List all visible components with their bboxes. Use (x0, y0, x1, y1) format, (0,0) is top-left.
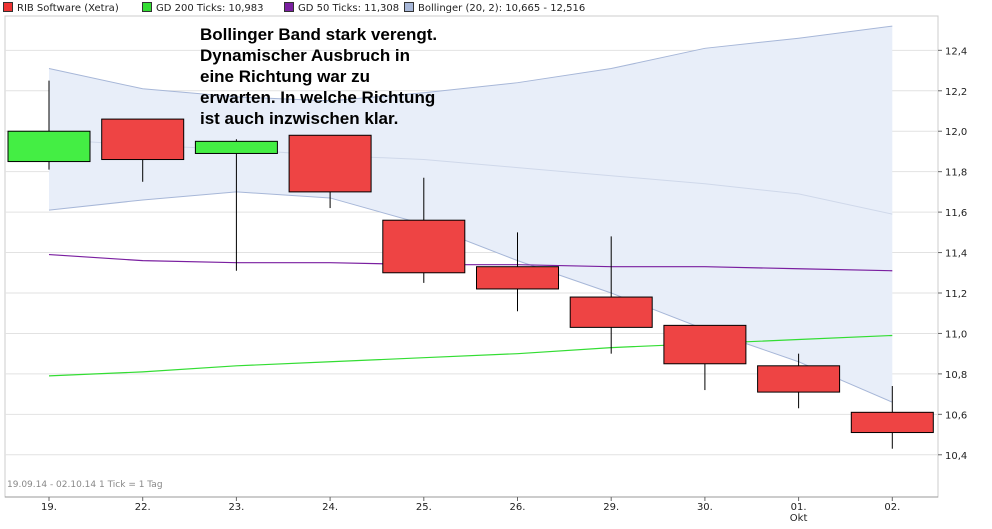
legend-swatch-bollinger (404, 2, 414, 12)
y-tick-label: 11,8 (945, 168, 967, 179)
candle-body (7, 130, 91, 163)
x-tick-label: 26. (510, 502, 526, 513)
y-tick-label: 10,8 (945, 370, 967, 381)
y-axis: 10,4 10,6 10,8 11,0 11,2 11,4 11,6 11,8 12,0 12,2… (938, 46, 967, 462)
annotation-line: ist auch inzwischen klar. (200, 109, 399, 128)
legend-label-price: RIB Software (Xetra) (17, 3, 119, 14)
candle-body (288, 134, 372, 193)
bollinger-middle-line (48, 138, 893, 215)
y-tick-label: 10,6 (945, 410, 967, 421)
candle-body (663, 324, 747, 365)
x-tick-label: 02. (884, 502, 900, 513)
annotation-line: eine Richtung war zu (200, 67, 371, 86)
bollinger-fill (49, 26, 893, 403)
legend-swatch-price (3, 2, 13, 12)
y-tick-label: 11,2 (945, 289, 967, 300)
date-range-footer: 19.09.14 - 02.10.14 1 Tick = 1 Tag (7, 480, 163, 490)
moving-averages (48, 25, 893, 403)
legend-label-bollinger: Bollinger (20, 2): 10,665 - 12,516 (418, 3, 586, 14)
legend-item-price: RIB Software (Xetra) (3, 2, 119, 14)
candle-body (194, 140, 278, 154)
legend-label-gd50: GD 50 Ticks: 11,308 (298, 3, 400, 14)
annotation-line: Dynamischer Ausbruch in (200, 46, 411, 65)
y-tick-label: 10,4 (945, 451, 967, 462)
legend-item-bollinger: Bollinger (20, 2): 10,665 - 12,516 (404, 2, 585, 14)
gd50-line (48, 253, 893, 272)
bollinger-lower-line (48, 191, 893, 403)
legend-label-gd200: GD 200 Ticks: 10,983 (156, 3, 264, 14)
candle-body (101, 118, 185, 161)
y-tick-label: 11,6 (945, 208, 967, 219)
legend-item-gd200: GD 200 Ticks: 10,983 (142, 2, 264, 14)
candle-body (850, 411, 934, 434)
y-tick-label: 12,4 (945, 46, 967, 57)
x-tick-label: 29. (603, 502, 619, 513)
x-tick-label: 23. (228, 502, 244, 513)
x-tick-label: 22. (135, 502, 151, 513)
candle-body (569, 296, 653, 328)
y-tick-label: 11,0 (945, 329, 967, 340)
candle-body (382, 219, 466, 274)
y-tick-label: 12,2 (945, 87, 967, 98)
candles (7, 80, 934, 449)
x-tick-label: 19. (41, 502, 57, 513)
legend-swatch-gd50 (284, 2, 294, 12)
legend-swatch-gd200 (142, 2, 152, 12)
x-tick-label: 30. (697, 502, 713, 513)
y-tick-label: 12,0 (945, 127, 967, 138)
gd200-line (48, 334, 893, 377)
x-tick-label: 24. (322, 502, 338, 513)
y-tick-label: 11,4 (945, 249, 967, 260)
annotation-line: erwarten. In welche Richtung (200, 88, 436, 107)
x-tick-label: 01. (791, 502, 807, 513)
annotation-text: Bollinger Band stark verengt. Dynamische… (200, 24, 437, 129)
bollinger-upper-line (48, 25, 893, 102)
legend: RIB Software (Xetra) GD 200 Ticks: 10,98… (0, 0, 992, 16)
bollinger-band (49, 26, 893, 403)
x-tick-label: 25. (416, 502, 432, 513)
annotation-line: Bollinger Band stark verengt. (200, 25, 438, 44)
candle-body (757, 365, 841, 393)
x-axis: 19. 22. 23. 24. 25. 26. 29. 30. 01.Okt 02. (5, 496, 938, 524)
x-tick-sublabel: Okt (790, 513, 808, 524)
candle-body (476, 266, 559, 290)
legend-item-gd50: GD 50 Ticks: 11,308 (284, 2, 399, 14)
